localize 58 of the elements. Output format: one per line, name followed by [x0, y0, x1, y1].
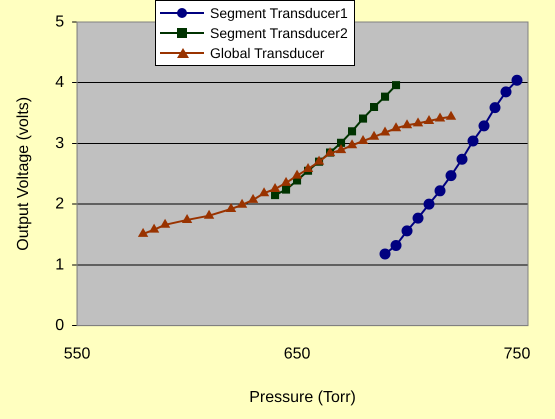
- point: [359, 114, 368, 123]
- point: [149, 224, 159, 233]
- point: [282, 186, 290, 194]
- x-tick-label: 550: [64, 346, 91, 363]
- point: [413, 118, 423, 126]
- legend-label: Segment Transducer2: [210, 25, 348, 41]
- point: [292, 170, 302, 179]
- point: [424, 198, 435, 210]
- y-tick-label: 1: [55, 256, 64, 274]
- point: [402, 225, 413, 236]
- point: [303, 163, 313, 172]
- x-tick-label: 750: [504, 346, 530, 363]
- point: [390, 240, 402, 251]
- point: [468, 136, 479, 147]
- point: [391, 122, 401, 132]
- point: [456, 154, 468, 165]
- point: [358, 136, 368, 144]
- point: [380, 92, 390, 101]
- point: [259, 188, 269, 196]
- point: [160, 219, 170, 228]
- y-tick-label: 2: [55, 196, 64, 213]
- y-tick-label: 4: [55, 74, 64, 92]
- point: [446, 170, 457, 182]
- point: [380, 248, 391, 260]
- y-axis-title: Output Voltage (volts): [15, 96, 32, 251]
- point: [392, 81, 400, 90]
- point: [446, 111, 456, 120]
- point: [138, 228, 148, 237]
- point: [182, 214, 192, 223]
- point: [500, 86, 512, 98]
- point: [478, 120, 490, 132]
- point: [337, 138, 346, 147]
- point: [434, 185, 446, 196]
- point: [512, 74, 523, 86]
- point: [226, 204, 236, 212]
- point: [435, 113, 445, 122]
- point: [237, 199, 247, 208]
- legend-label: Segment Transducer1: [210, 5, 348, 21]
- y-tick-label: 0: [55, 317, 64, 334]
- legend-label: Global Transducer: [210, 45, 324, 61]
- point: [424, 115, 434, 124]
- point: [412, 212, 424, 224]
- point: [336, 144, 346, 154]
- x-tick-label: 650: [284, 346, 310, 363]
- point: [347, 140, 357, 148]
- point: [380, 127, 390, 136]
- point: [270, 183, 280, 192]
- x-axis-title: Pressure (Torr): [249, 388, 356, 406]
- point: [281, 177, 291, 186]
- point: [248, 194, 258, 203]
- point: [490, 102, 501, 114]
- y-tick-label: 3: [55, 134, 64, 152]
- point: [369, 131, 379, 140]
- point: [348, 127, 356, 136]
- y-tick-label: 5: [55, 13, 64, 30]
- point: [402, 120, 412, 128]
- point: [370, 102, 378, 112]
- point: [204, 210, 214, 219]
